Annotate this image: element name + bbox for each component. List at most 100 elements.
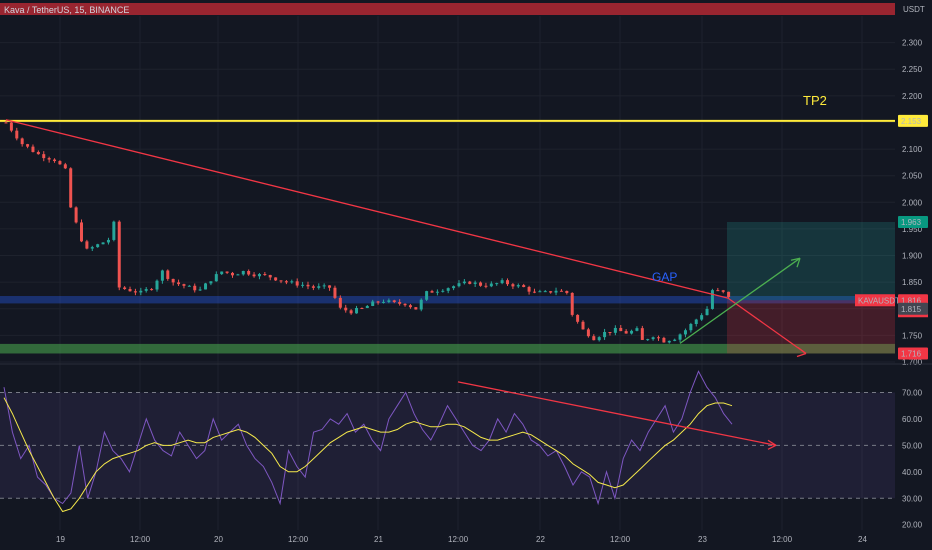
candle-body: [387, 300, 391, 302]
candle-body: [63, 164, 67, 169]
candle-body: [683, 330, 687, 335]
candle-body: [516, 285, 520, 287]
candle-body: [538, 291, 542, 293]
time-tick-label: 12:00: [610, 535, 631, 544]
price-label-bg: [898, 114, 928, 127]
time-tick-label: 21: [374, 535, 383, 544]
candle-body: [133, 291, 137, 293]
candle-body: [36, 151, 40, 155]
candle-body: [419, 299, 423, 310]
candle-body: [640, 328, 644, 340]
candle-body: [716, 290, 720, 292]
candle-body: [500, 280, 504, 284]
time-tick-label: 19: [56, 535, 65, 544]
candle-body: [592, 336, 596, 341]
candle-body: [414, 307, 418, 310]
candle-body: [425, 291, 429, 300]
candle-body: [586, 329, 590, 337]
candle-body: [371, 301, 375, 306]
time-tick-label: 24: [858, 535, 867, 544]
candle-body: [155, 280, 159, 290]
price-label-bg: [898, 347, 928, 360]
candle-body: [15, 130, 19, 139]
candle-body: [236, 274, 240, 276]
candle-body: [651, 337, 655, 340]
candle-body: [117, 221, 121, 288]
bullish-arrowhead: [790, 257, 801, 268]
candle-body: [171, 278, 175, 283]
price-tick-label: 1.950: [902, 225, 923, 234]
candle-body: [69, 168, 73, 208]
candle-body: [26, 144, 30, 147]
candle-body: [581, 321, 585, 330]
candle-body: [301, 284, 305, 286]
candle-body: [489, 283, 493, 287]
candle-body: [177, 282, 181, 285]
candle-body: [268, 275, 272, 278]
price-tick-label: 2.050: [902, 172, 923, 181]
candle-body: [381, 301, 385, 303]
candle-body: [160, 270, 164, 281]
candle-body: [635, 328, 639, 331]
candle-body: [284, 281, 288, 283]
bullish-projection-arrow: [679, 257, 801, 344]
candle-body: [457, 283, 461, 287]
price-tick-label: 1.750: [902, 331, 923, 340]
candle-body: [430, 291, 434, 293]
gap-annotation: GAP: [652, 270, 677, 284]
candle-body: [230, 272, 234, 276]
candle-body: [727, 291, 731, 298]
candle-body: [392, 300, 396, 303]
candle-body: [144, 289, 148, 291]
candle-body: [678, 334, 682, 340]
candle-body: [495, 283, 499, 285]
candle-body: [452, 286, 456, 289]
candle-body: [570, 292, 574, 315]
header-banner: [0, 3, 895, 15]
rsi-line: [3, 370, 733, 506]
price-tick-label: 1.850: [902, 278, 923, 287]
time-tick-label: 22: [536, 535, 545, 544]
time-tick-label: 12:00: [772, 535, 793, 544]
stop-zone: [727, 300, 895, 354]
rsi-tick-label: 50.00: [902, 441, 923, 450]
target-zone: [727, 222, 895, 301]
candle-body: [554, 290, 558, 293]
time-tick-label: 12:00: [288, 535, 309, 544]
candle-body: [376, 301, 380, 303]
candle-body: [522, 285, 526, 288]
candle-body: [338, 297, 342, 308]
price-axis-label: 1.815: [901, 305, 922, 314]
candle-body: [85, 241, 89, 249]
bearish-arrowhead: [796, 346, 807, 358]
candle-body: [311, 286, 315, 288]
candle-body: [662, 337, 666, 343]
candle-body: [187, 285, 191, 287]
rsi-tick-label: 70.00: [902, 388, 923, 397]
candle-body: [694, 319, 698, 325]
price-axis-label: 1.716: [901, 349, 922, 358]
candle-body: [58, 161, 62, 165]
candle-body: [597, 337, 601, 341]
candle-body: [96, 244, 100, 248]
candle-body: [306, 284, 310, 287]
candle-body: [479, 282, 483, 286]
candle-body: [689, 324, 693, 331]
rsi-tick-label: 40.00: [902, 468, 923, 477]
candle-body: [247, 270, 251, 275]
candle-body: [295, 281, 299, 286]
candle-body: [624, 331, 628, 334]
candle-body: [139, 290, 143, 293]
rsi-ma-line: [3, 397, 733, 513]
candle-body: [435, 291, 439, 293]
candle-body: [128, 289, 132, 292]
candle-body: [106, 239, 110, 243]
candle-body: [344, 307, 348, 311]
candle-body: [403, 303, 407, 306]
candle-body: [322, 285, 326, 287]
candle-body: [79, 222, 83, 242]
candle-body: [317, 286, 321, 288]
candle-body: [473, 282, 477, 284]
